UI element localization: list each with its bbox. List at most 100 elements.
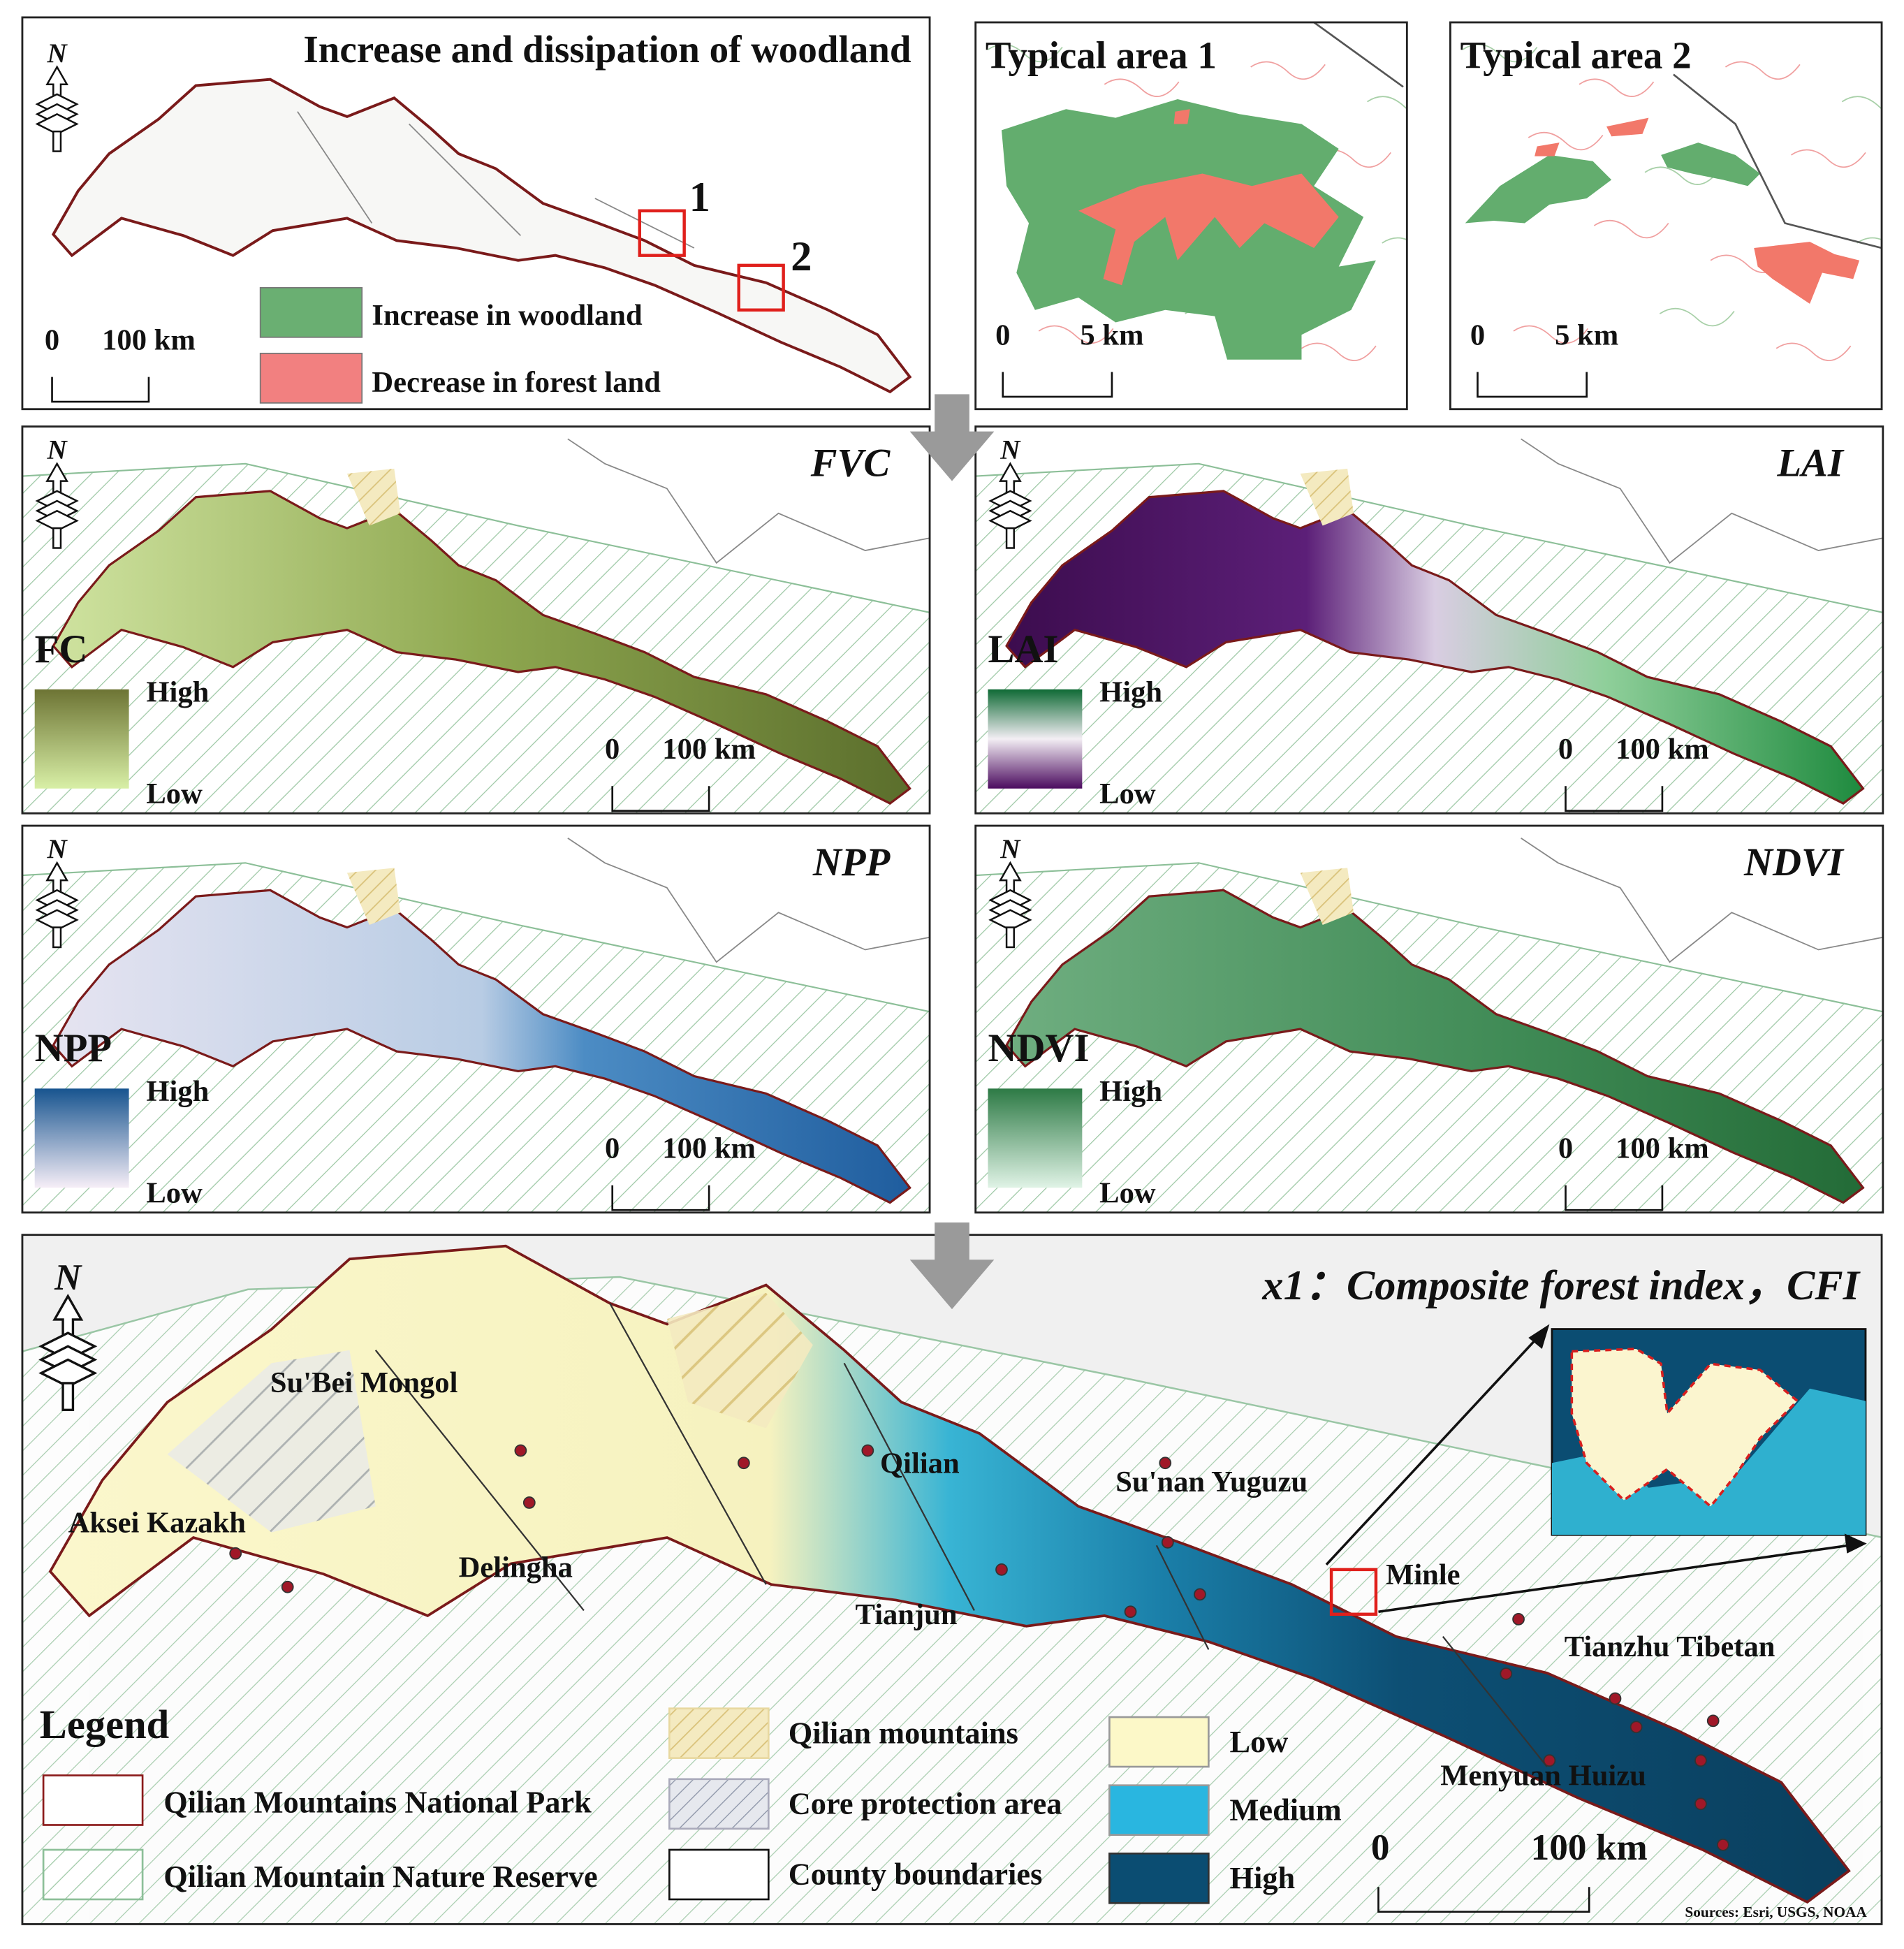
- north-arrow: N: [35, 834, 79, 949]
- county-seat: [1159, 1457, 1172, 1470]
- place-label: Minle: [1386, 1559, 1460, 1591]
- contour-line: [1528, 131, 1604, 151]
- core-protection-area: [167, 1350, 376, 1533]
- north-label: N: [46, 435, 68, 465]
- panel-frame: [21, 16, 931, 411]
- north-arrow: N: [988, 834, 1032, 949]
- scale-label: 0: [605, 733, 620, 766]
- county-boundary: [843, 1362, 975, 1611]
- north-arrow-base: [52, 527, 62, 549]
- county-seat: [1717, 1838, 1729, 1851]
- panel-frame: [21, 824, 931, 1214]
- north-arrow-layer: [35, 509, 79, 532]
- scale-label: 5 km: [1080, 319, 1143, 351]
- county-seat: [1124, 1605, 1137, 1619]
- county-line: [297, 111, 373, 224]
- typical-area-map: [1462, 43, 1882, 361]
- flow-arrow: [909, 1222, 995, 1310]
- north-arrow-base: [52, 130, 62, 152]
- panel-frame: [1449, 21, 1883, 411]
- area-label: 1: [689, 174, 710, 221]
- place-label: Delingha: [459, 1552, 573, 1584]
- area-box: [638, 209, 686, 257]
- qilian-mountains: [346, 868, 401, 926]
- county-seat: [995, 1563, 1008, 1576]
- legend-label: Increase in woodland: [372, 299, 643, 332]
- legend-label: High: [1099, 676, 1162, 709]
- scale-bar: [611, 1185, 710, 1211]
- panel-frame: [21, 425, 931, 815]
- index-map: [975, 438, 1883, 814]
- legend-label: Decrease in forest land: [372, 366, 661, 399]
- scale-label: 100 km: [102, 324, 196, 357]
- north-arrow-layer: [38, 1358, 98, 1388]
- legend-swatch: [259, 352, 363, 404]
- north-arrow-layer: [988, 909, 1032, 931]
- panel-title: NPP: [812, 840, 891, 884]
- boundary-line: [1313, 22, 1404, 88]
- scale-bar: [1565, 1185, 1664, 1211]
- north-label: N: [999, 435, 1021, 465]
- legend-swatch: [42, 1848, 144, 1901]
- scale-label: 100 km: [1531, 1827, 1648, 1868]
- scale-bar: [611, 786, 710, 812]
- scale-bar: [1377, 1887, 1590, 1913]
- north-arrow-base: [1005, 527, 1015, 549]
- county-seat: [1609, 1692, 1622, 1705]
- woodland-decrease: [1535, 143, 1560, 156]
- contour-line: [1382, 237, 1407, 244]
- contour-line: [1301, 342, 1377, 361]
- legend-title: NPP: [35, 1026, 112, 1070]
- scale-label: 0: [995, 319, 1010, 351]
- legend-label: Core protection area: [789, 1786, 1062, 1820]
- north-arrow: N: [35, 435, 79, 549]
- panel-title: Increase and dissipation of woodland: [303, 28, 911, 71]
- inset-pointer: [1378, 1543, 1854, 1613]
- panel-frame: [974, 21, 1408, 411]
- legend-swatch: [1108, 1784, 1210, 1837]
- park-group: [49, 1244, 1851, 1904]
- woodland-decrease: [1606, 117, 1649, 137]
- inset-medium: [1551, 1388, 1866, 1535]
- scale-label: 5 km: [1555, 319, 1618, 351]
- legend-title: NDVI: [988, 1026, 1089, 1070]
- legend-label: Low: [146, 1177, 203, 1210]
- legend-label: Qilian Mountain Nature Reserve: [163, 1859, 597, 1894]
- woodland-increase: [1661, 143, 1761, 187]
- legend-swatch: [42, 1774, 144, 1826]
- legend-label: High: [1099, 1075, 1162, 1108]
- contour-line: [1038, 325, 1114, 344]
- legend-swatch: [1108, 1852, 1210, 1904]
- contour-line: [1367, 96, 1407, 110]
- scale-label: 100 km: [662, 1132, 756, 1165]
- place-label: Tianjun: [856, 1598, 958, 1631]
- panel-title: Typical area 2: [1460, 34, 1692, 77]
- legend-label: Qilian Mountains National Park: [163, 1785, 592, 1820]
- north-arrow: N: [38, 1257, 98, 1411]
- place-label: Aksei Kazakh: [68, 1507, 247, 1540]
- county-seat: [1161, 1535, 1174, 1549]
- county-seat: [861, 1444, 874, 1457]
- panel-title: NDVI: [1743, 840, 1845, 884]
- place-label: Tianzhu Tibetan: [1565, 1630, 1775, 1663]
- scale-label: 0: [605, 1132, 620, 1165]
- contour-line: [1857, 237, 1882, 244]
- legend-label: High: [146, 676, 209, 709]
- legend-label: Low: [1230, 1724, 1289, 1759]
- index-map: [22, 438, 930, 814]
- legend-title: LAI: [988, 627, 1058, 671]
- inset-pointer-head: [1528, 1324, 1550, 1349]
- place-label: Qilian: [880, 1447, 960, 1480]
- scale-label: 100 km: [1616, 733, 1709, 766]
- focus-box: [1329, 1568, 1378, 1616]
- qilian-mountains: [1300, 868, 1354, 926]
- county-line: [409, 123, 522, 236]
- place-label: Su'Bei Mongol: [270, 1366, 458, 1399]
- legend-swatch: [1108, 1716, 1210, 1768]
- admin-boundary: [567, 838, 930, 963]
- woodland-decrease: [1078, 173, 1339, 286]
- contour-line: [1250, 61, 1326, 80]
- inset-pointer-head: [1844, 1533, 1867, 1554]
- legend-label: County boundaries: [789, 1857, 1043, 1892]
- county-boundary: [609, 1303, 767, 1585]
